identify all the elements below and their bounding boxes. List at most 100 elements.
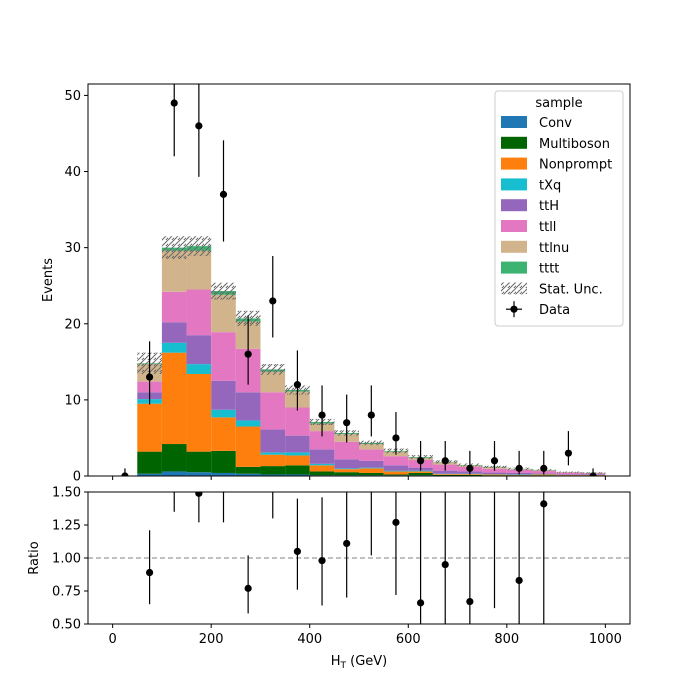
main-plot-frame	[87, 83, 631, 477]
ratio-point-0	[145, 568, 154, 577]
bar-tth-10	[383, 465, 409, 471]
x-axis-label: HT (GeV)	[331, 654, 388, 671]
x-tick-label-600: 600	[396, 632, 421, 647]
bar-ttlnu-9	[359, 444, 384, 450]
bar-tth-14	[482, 472, 507, 475]
legend-label-tttt: tttt	[539, 262, 559, 277]
y-tick-label-0: 0	[73, 470, 81, 485]
bar-multiboson-6	[285, 465, 310, 475]
bar-multiboson-0	[137, 451, 162, 474]
bar-multiboson-12	[432, 474, 458, 476]
bar-tth-12	[432, 470, 458, 474]
bar-nonprompt-2	[186, 374, 212, 452]
bar-nonprompt-12	[432, 474, 458, 475]
main-y-axis-label: Events	[41, 258, 56, 302]
bar-txq-2	[186, 364, 212, 375]
bar-conv-6	[285, 474, 310, 476]
bar-nonprompt-0	[137, 403, 162, 452]
bar-ttll-8	[334, 441, 359, 460]
legend-label-nonprompt: Nonprompt	[539, 158, 612, 173]
bar-txq-10	[383, 470, 409, 472]
x-tick-label-200: 200	[199, 632, 224, 647]
ratio-point-4	[244, 584, 252, 592]
x-tick-label-0: 0	[108, 632, 116, 647]
data-point-14	[466, 464, 474, 472]
stat-unc-5	[260, 364, 286, 375]
legend: sample Conv Multiboson Nonprompt tXq ttH ttll…	[494, 90, 624, 327]
bar-nonprompt-10	[383, 471, 409, 475]
bar-ttll-6	[285, 407, 310, 436]
bar-ttlnu-2	[186, 250, 212, 290]
bar-ttll-17	[556, 472, 581, 475]
ratio-y-tick-label-1.50: 1.50	[52, 486, 81, 501]
ratio-y-tick-label-0.50: 0.50	[52, 618, 81, 633]
bar-ttll-5	[260, 392, 286, 430]
y-tick-label-50: 50	[64, 89, 81, 104]
legend-data-marker	[510, 305, 518, 313]
main-x-ticks	[112, 476, 606, 480]
bar-ttll-9	[359, 449, 384, 461]
bar-multiboson-13	[457, 474, 483, 476]
ratio-point-15	[515, 576, 523, 585]
data-points	[121, 84, 597, 476]
data-point-5	[244, 350, 252, 358]
data-point-2	[170, 99, 178, 107]
main-y-ticks: 0 10 20 30 40 50	[64, 89, 88, 485]
legend-swatch-ttll	[501, 220, 527, 232]
legend-label-ttlnu: ttlnu	[539, 241, 569, 256]
legend-label-stat-unc: Stat. Unc.	[539, 282, 603, 297]
ratio-point-2	[195, 492, 203, 497]
data-point-1	[145, 373, 154, 381]
bar-ttll-3	[211, 332, 236, 381]
data-point-12	[416, 457, 425, 465]
x-tick-label-800: 800	[494, 632, 519, 647]
legend-swatch-ttlnu	[501, 240, 527, 253]
bar-tth-1	[161, 322, 187, 343]
bar-ttlnu-3	[211, 294, 236, 333]
bar-conv-3	[211, 472, 236, 476]
ratio-point-16	[540, 500, 548, 508]
stacked-histogram	[137, 246, 606, 476]
bar-tth-9	[359, 460, 384, 468]
bar-multiboson-4	[235, 466, 261, 474]
legend-swatch-multiboson	[501, 136, 527, 149]
bar-multiboson-10	[383, 474, 409, 476]
legend-label-conv: Conv	[539, 116, 572, 131]
ratio-y-tick-label-1.25: 1.25	[52, 519, 81, 534]
y-tick-label-40: 40	[64, 165, 81, 180]
legend-swatch-tth	[501, 199, 527, 212]
bar-multiboson-3	[211, 450, 236, 473]
ratio-point-13	[466, 597, 474, 606]
legend-label-ttll: ttll	[539, 220, 556, 235]
ratio-points	[145, 492, 548, 624]
bar-txq-7	[309, 463, 335, 466]
data-point-0	[121, 472, 129, 476]
legend-label-data: Data	[539, 303, 570, 318]
data-point-9	[343, 419, 351, 427]
bar-tth-4	[235, 392, 261, 421]
bar-multiboson-8	[334, 472, 359, 476]
bar-ttlnu-5	[260, 371, 286, 393]
bar-txq-6	[285, 452, 310, 456]
data-point-18	[564, 449, 573, 457]
y-tick-label-30: 30	[64, 241, 81, 256]
bar-txq-5	[260, 452, 286, 455]
ratio-y-tick-label-1.00: 1.00	[52, 552, 81, 567]
bar-multiboson-11	[408, 472, 433, 476]
bar-conv-1	[161, 471, 187, 476]
bar-tth-3	[211, 380, 236, 410]
bar-txq-8	[334, 468, 359, 470]
data-point-13	[441, 457, 449, 465]
ratio-point-7	[318, 557, 326, 565]
ratio-y-ticks: 0.50 0.75 1.00 1.25 1.50	[52, 486, 88, 633]
data-point-3	[195, 122, 203, 130]
main-histogram-panel: 0 10 20 30 40 50 Events	[41, 83, 631, 485]
ratio-point-8	[343, 539, 351, 548]
bar-tth-6	[285, 435, 310, 453]
stat-unc-3	[211, 282, 236, 300]
data-point-16	[515, 464, 523, 472]
bar-txq-9	[359, 467, 384, 469]
bar-nonprompt-1	[161, 352, 187, 445]
bar-txq-11	[408, 470, 433, 472]
